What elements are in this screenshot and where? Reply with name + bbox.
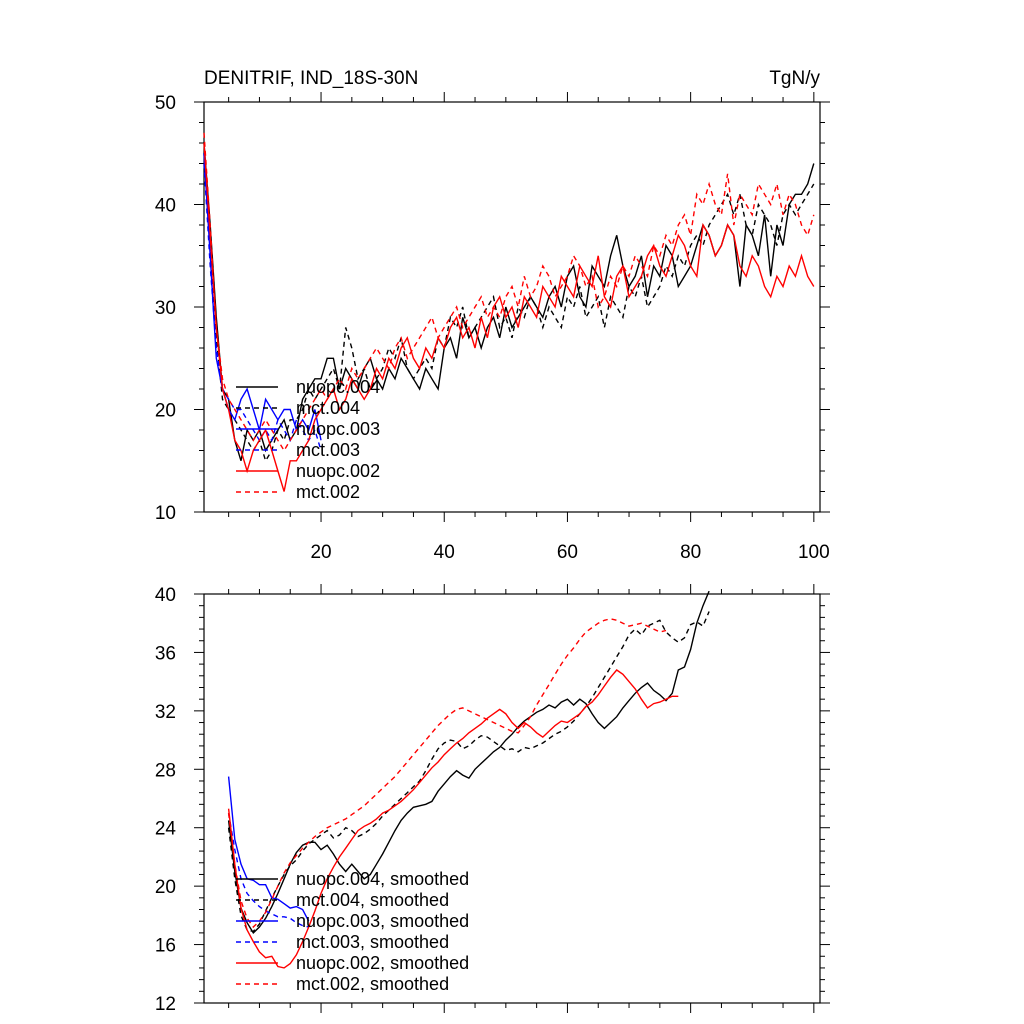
y-tick-label: 20 (155, 401, 176, 422)
legend-label: nuopc.002, smoothed (296, 953, 469, 973)
y-tick-label: 28 (155, 760, 176, 781)
legend-label: nuopc.004, smoothed (296, 869, 469, 889)
x-tick-label: 60 (557, 542, 578, 563)
y-tick-label: 40 (155, 196, 176, 217)
y-tick-label: 32 (155, 702, 176, 723)
top-panel: 20 40 60 80 1001020304050nuopc.004mct.004nuo… (155, 92, 830, 563)
plot-frame (203, 593, 821, 1004)
series-line-mct-003-smoothed (227, 812, 309, 928)
legend-label: nuopc.002 (296, 461, 380, 481)
y-tick-label: 50 (155, 93, 176, 114)
y-tick-label: 16 (155, 936, 176, 957)
legend-label: nuopc.003 (296, 419, 380, 439)
series-line-mct-002-smoothed (227, 618, 667, 929)
y-tick-label: 36 (155, 643, 176, 664)
series-line-mct-002 (203, 132, 815, 452)
series-line-mct-004 (203, 153, 815, 463)
x-tick-label: 80 (680, 542, 701, 563)
series-line-nuopc-002-smoothed (227, 669, 679, 969)
legend-label: mct.004 (296, 398, 360, 418)
y-tick-label: 12 (155, 994, 176, 1015)
series-line-nuopc-003-smoothed (227, 776, 310, 922)
series-line-nuopc-002 (203, 142, 815, 492)
legend-label: mct.002 (296, 482, 360, 502)
units-label: TgN/y (769, 68, 820, 89)
y-tick-label: 24 (155, 819, 177, 840)
y-tick-label: 40 (155, 585, 176, 606)
legend-label: mct.002, smoothed (296, 974, 449, 994)
x-tick-label: 40 (434, 542, 455, 563)
legend-label: nuopc.004 (296, 377, 380, 397)
legend-label: nuopc.003, smoothed (296, 911, 469, 931)
y-tick-label: 20 (155, 877, 176, 898)
legend-label: mct.003, smoothed (296, 932, 449, 952)
x-tick-label: 100 (798, 542, 830, 563)
y-tick-label: 10 (155, 503, 176, 524)
chart-title: DENITRIF, IND_18S-30N (204, 68, 418, 89)
legend-label: mct.004, smoothed (296, 890, 449, 910)
legend-label: mct.003 (296, 440, 360, 460)
y-tick-label: 30 (155, 298, 176, 319)
x-tick-label: 20 (310, 542, 331, 563)
